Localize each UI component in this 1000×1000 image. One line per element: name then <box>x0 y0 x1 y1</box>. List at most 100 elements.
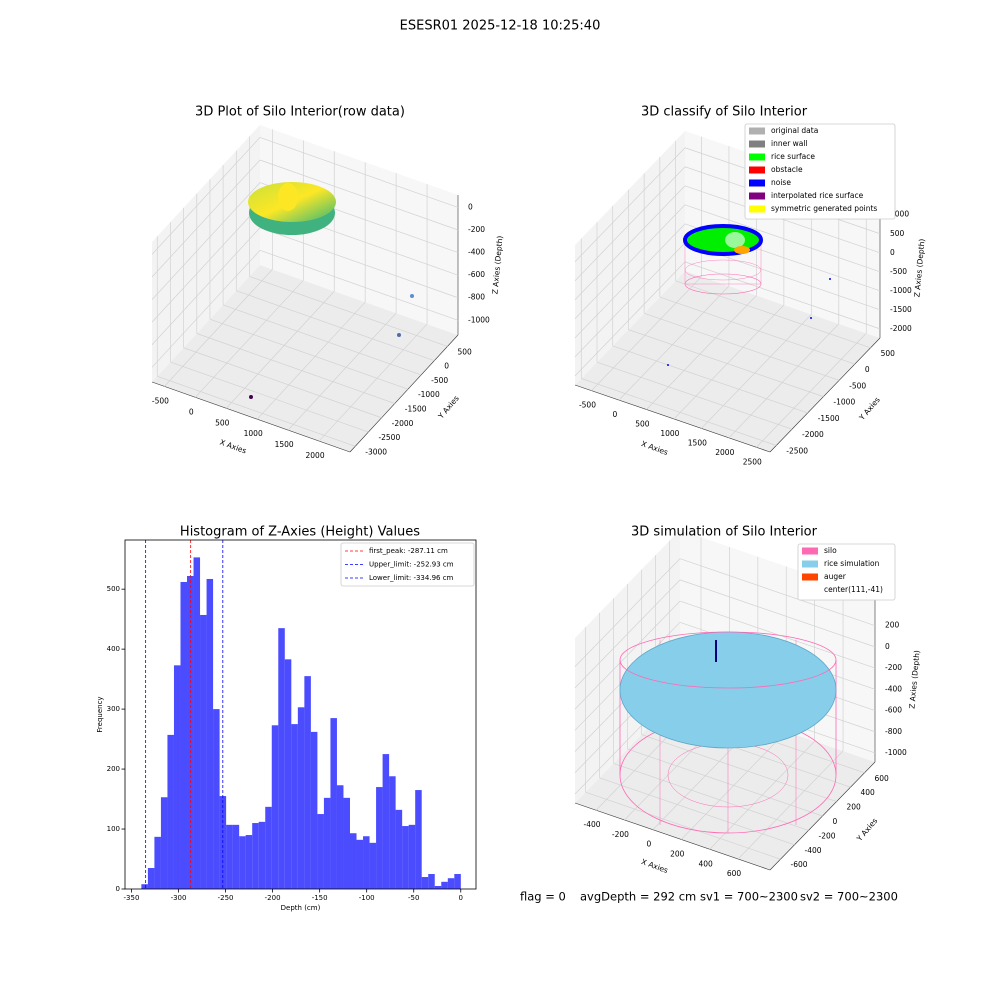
grid-line <box>259 137 459 208</box>
grid-line <box>644 313 840 381</box>
legend-swatch <box>749 179 765 187</box>
grid-line <box>574 242 686 358</box>
grid-line <box>170 361 369 433</box>
y-tick-label: -500 <box>431 376 448 385</box>
legend-label: center(111,-41) <box>824 585 883 594</box>
legend-label: Upper_limit: -252.93 cm <box>369 561 454 569</box>
z-tick-label: -1500 <box>890 305 912 314</box>
y-tick-label: -1500 <box>405 404 427 413</box>
grid-line <box>574 204 686 320</box>
legend-label: original data <box>771 126 818 135</box>
grid-line <box>249 276 448 347</box>
x-axis-label: X Axies <box>219 438 248 456</box>
bar <box>154 836 161 889</box>
grid-line <box>574 147 686 262</box>
y-tick-label: -400 <box>805 846 822 855</box>
legend-frame <box>744 123 896 220</box>
grid-line <box>195 280 304 398</box>
legend-label: inner wall <box>771 139 808 148</box>
bar <box>173 665 181 889</box>
bar <box>336 785 344 889</box>
y-tick-label: 200 <box>847 803 862 812</box>
bar <box>265 806 272 889</box>
grid-line <box>164 269 273 387</box>
grid-line <box>641 734 837 802</box>
y-tick-label: 100 <box>107 825 120 833</box>
bar <box>343 797 350 889</box>
legend-swatch <box>749 153 765 161</box>
y-tick-label: -600 <box>791 860 808 869</box>
bar <box>363 836 370 889</box>
y-tick-label: 500 <box>881 349 896 358</box>
axis-line <box>349 334 459 453</box>
classified-silo <box>667 224 831 366</box>
grid-line <box>679 558 876 626</box>
figure-title: ESESR01 2025-12-18 10:25:40 <box>400 19 601 34</box>
legend-swatch <box>802 573 818 581</box>
x-tick-label: -500 <box>152 396 169 405</box>
axis-line <box>574 802 771 871</box>
bar <box>239 836 246 889</box>
y-tick-label: -1500 <box>818 414 840 423</box>
status-flag: flag = 0 <box>520 890 566 904</box>
grid-line <box>151 182 261 300</box>
bar <box>258 821 266 889</box>
grid-line <box>259 249 459 321</box>
z-axis-label: Z Axies (Depth) <box>490 235 504 294</box>
z-tick-label: 1000 <box>890 210 909 219</box>
bar <box>304 676 311 889</box>
y-axis-label: Y Axies <box>854 816 879 843</box>
grid-line <box>684 204 881 273</box>
x-tick-label: 2000 <box>306 451 325 460</box>
x-tick-label: 1000 <box>660 429 679 438</box>
grid-line <box>225 291 335 409</box>
bar <box>200 614 207 889</box>
grid-line <box>618 285 730 401</box>
z-tick-label: -800 <box>885 727 902 736</box>
bar <box>369 842 377 889</box>
grid-line <box>596 361 793 430</box>
bar <box>415 790 422 889</box>
bar <box>317 814 324 889</box>
y-axis-label: Frequency <box>96 696 104 732</box>
plot-frame <box>124 539 477 890</box>
grid-line <box>574 558 681 667</box>
legend-label: rice surface <box>771 152 815 161</box>
x-tick-label: -200 <box>265 894 281 902</box>
x-tick-label: 400 <box>698 859 713 868</box>
z-tick-label: -1000 <box>890 286 912 295</box>
grid-line <box>157 375 356 447</box>
z-tick-label: 500 <box>890 229 905 238</box>
x-tick-label: -300 <box>171 894 187 902</box>
axis-line <box>151 381 351 453</box>
bar <box>376 787 383 889</box>
bar <box>402 826 409 889</box>
x-tick-label: 1500 <box>275 440 294 449</box>
y-tick-label: -2500 <box>378 433 400 442</box>
bar <box>213 709 220 889</box>
y-tick-label: 600 <box>875 774 890 783</box>
panel-title: Histogram of Z-Axies (Height) Values <box>180 525 420 540</box>
legend-label: Lower_limit: -334.96 cm <box>369 574 454 582</box>
y-tick-label: 0 <box>444 362 449 371</box>
axis-line <box>769 337 881 453</box>
raw-silo-points <box>248 182 414 399</box>
panel-histogram: -350 -300 -250 -200 -150 -100 -50 0 0 100 200 300 40… <box>96 525 477 912</box>
grid-line <box>574 261 686 377</box>
status-sv2: sv2 = 700~2300 <box>800 890 898 904</box>
grid-line <box>236 290 435 362</box>
status-sv1: sv1 = 700~2300 <box>700 890 798 904</box>
bar <box>271 725 279 889</box>
x-tick-label: 500 <box>215 418 230 427</box>
z-tick-label: -200 <box>468 225 485 234</box>
y-tick-label: -3000 <box>365 447 387 456</box>
floor-pane <box>575 271 880 452</box>
axis-line <box>574 384 771 453</box>
grid-line <box>151 159 261 278</box>
grid-line <box>151 227 261 345</box>
grid-line <box>151 204 261 323</box>
grid-line <box>673 304 785 420</box>
bar <box>141 884 148 889</box>
grid-line <box>679 579 876 648</box>
grid-line <box>287 312 397 431</box>
